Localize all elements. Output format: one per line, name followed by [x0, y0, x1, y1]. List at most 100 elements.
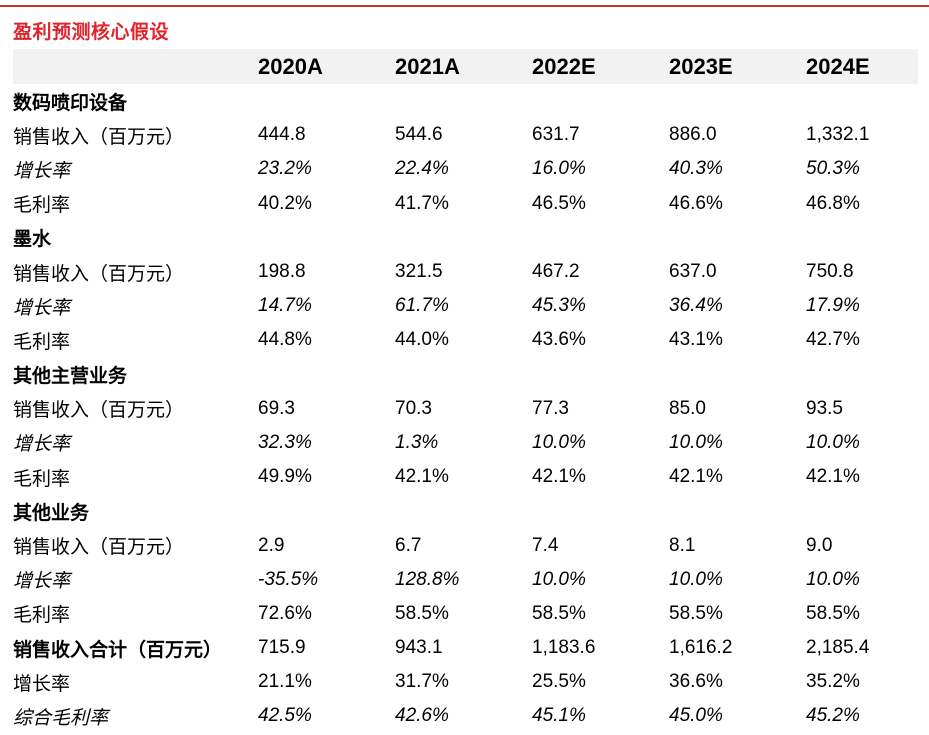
- table-cell: 10.0%: [532, 431, 586, 453]
- table-cell: 943.1: [395, 637, 443, 659]
- table-row: 增长率 21.1% 31.7% 25.5% 36.6% 35.2%: [0, 665, 929, 699]
- table-cell: 46.5%: [532, 192, 586, 214]
- table-cell: 198.8: [258, 261, 306, 283]
- table-cell: 7.4: [532, 534, 559, 556]
- table-cell: 128.8%: [395, 568, 460, 590]
- table-cell: 46.6%: [669, 192, 723, 214]
- table-row: 综合毛利率 42.5% 42.6% 45.1% 45.0% 45.2%: [0, 699, 929, 733]
- table-cell: 45.2%: [806, 705, 860, 727]
- row-label: 增长率: [13, 160, 71, 182]
- table-cell: 42.1%: [669, 466, 723, 488]
- table-cell: 35.2%: [806, 671, 860, 693]
- table-row: 增长率 32.3% 1.3% 10.0% 10.0% 10.0%: [0, 426, 929, 460]
- table-cell: 32.3%: [258, 431, 312, 453]
- table-cell: 61.7%: [395, 295, 449, 317]
- row-label: 其他主营业务: [13, 366, 128, 388]
- table-cell: 70.3: [395, 397, 432, 419]
- header-cell-2021a: 2021A: [395, 53, 460, 79]
- row-label: 毛利率: [13, 468, 71, 490]
- table-cell: 21.1%: [258, 671, 312, 693]
- table-row: 毛利率 49.9% 42.1% 42.1% 42.1% 42.1%: [0, 460, 929, 494]
- table-cell: 43.1%: [669, 329, 723, 351]
- table-cell: 631.7: [532, 124, 580, 146]
- row-label: 销售收入（百万元）: [13, 537, 185, 559]
- table-cell: 58.5%: [395, 602, 449, 624]
- table-cell: 58.5%: [532, 602, 586, 624]
- table-cell: 886.0: [669, 124, 717, 146]
- forecast-table: 2020A 2021A 2022E 2023E 2024E 数码喷印设备销售收入…: [0, 49, 929, 734]
- section-row: 墨水: [0, 221, 929, 255]
- table-cell: 10.0%: [806, 431, 860, 453]
- table-cell: 58.5%: [669, 602, 723, 624]
- table-cell: 42.6%: [395, 705, 449, 727]
- header-cell-2020a: 2020A: [258, 53, 323, 79]
- table-cell: 6.7: [395, 534, 422, 556]
- table-title: 盈利预测核心假设: [13, 22, 170, 43]
- table-cell: 444.8: [258, 124, 306, 146]
- table-cell: 23.2%: [258, 158, 312, 180]
- table-row: 增长率 -35.5% 128.8% 10.0% 10.0% 10.0%: [0, 563, 929, 597]
- table-header-row: 2020A 2021A 2022E 2023E 2024E: [0, 49, 929, 84]
- table-cell: 58.5%: [806, 602, 860, 624]
- table-cell: 14.7%: [258, 295, 312, 317]
- table-row: 销售收入（百万元） 198.8 321.5 467.2 637.0 750.8: [0, 255, 929, 289]
- table-row: 销售收入（百万元） 2.9 6.7 7.4 8.1 9.0: [0, 528, 929, 562]
- table-cell: 40.2%: [258, 192, 312, 214]
- table-cell: 22.4%: [395, 158, 449, 180]
- table-cell: 17.9%: [806, 295, 860, 317]
- table-cell: 50.3%: [806, 158, 860, 180]
- row-label: 增长率: [13, 571, 71, 593]
- table-cell: 16.0%: [532, 158, 586, 180]
- row-label: 销售收入合计（百万元）: [13, 639, 223, 661]
- table-cell: 9.0: [806, 534, 833, 556]
- table-cell: 44.0%: [395, 329, 449, 351]
- row-label: 增长率: [13, 673, 71, 695]
- table-cell: 750.8: [806, 261, 854, 283]
- table-cell: 93.5: [806, 397, 843, 419]
- table-cell: 1,616.2: [669, 637, 733, 659]
- table-cell: 45.3%: [532, 295, 586, 317]
- header-cell-2023e: 2023E: [669, 53, 733, 79]
- table-row: 销售收入（百万元） 444.8 544.6 631.7 886.0 1,332.1: [0, 118, 929, 152]
- table-cell: 25.5%: [532, 671, 586, 693]
- table-cell: 715.9: [258, 637, 306, 659]
- table-cell: 36.6%: [669, 671, 723, 693]
- table-row: 毛利率 72.6% 58.5% 58.5% 58.5% 58.5%: [0, 597, 929, 631]
- row-label: 综合毛利率: [13, 707, 109, 729]
- row-label: 增长率: [13, 434, 71, 456]
- table-cell: 46.8%: [806, 192, 860, 214]
- table-cell: 85.0: [669, 397, 706, 419]
- table-row: 销售收入（百万元） 69.3 70.3 77.3 85.0 93.5: [0, 392, 929, 426]
- row-label: 增长率: [13, 297, 71, 319]
- table-cell: 1,183.6: [532, 637, 596, 659]
- table-cell: 42.5%: [258, 705, 312, 727]
- table-cell: 42.1%: [532, 466, 586, 488]
- table-cell: 8.1: [669, 534, 696, 556]
- table-cell: 42.1%: [395, 466, 449, 488]
- row-label: 数码喷印设备: [13, 92, 128, 114]
- table-cell: -35.5%: [258, 568, 319, 590]
- row-label: 销售收入（百万元）: [13, 400, 185, 422]
- section-row: 数码喷印设备: [0, 84, 929, 118]
- table-cell: 77.3: [532, 397, 569, 419]
- table-cell: 45.0%: [669, 705, 723, 727]
- table-cell: 1,332.1: [806, 124, 870, 146]
- table-cell: 10.0%: [669, 568, 723, 590]
- section-row: 其他业务: [0, 494, 929, 528]
- row-label: 毛利率: [13, 195, 71, 217]
- table-cell: 10.0%: [806, 568, 860, 590]
- table-row: 毛利率 44.8% 44.0% 43.6% 43.1% 42.7%: [0, 323, 929, 357]
- header-band: [13, 49, 918, 84]
- table-cell: 2,185.4: [806, 637, 870, 659]
- table-cell: 41.7%: [395, 192, 449, 214]
- table-cell: 10.0%: [669, 431, 723, 453]
- table-cell: 36.4%: [669, 295, 723, 317]
- table-cell: 321.5: [395, 261, 443, 283]
- table-cell: 45.1%: [532, 705, 586, 727]
- table-cell: 31.7%: [395, 671, 449, 693]
- table-cell: 69.3: [258, 397, 295, 419]
- section-row: 其他主营业务: [0, 358, 929, 392]
- table-cell: 44.8%: [258, 329, 312, 351]
- table-row: 增长率 23.2% 22.4% 16.0% 40.3% 50.3%: [0, 152, 929, 186]
- table-cell: 43.6%: [532, 329, 586, 351]
